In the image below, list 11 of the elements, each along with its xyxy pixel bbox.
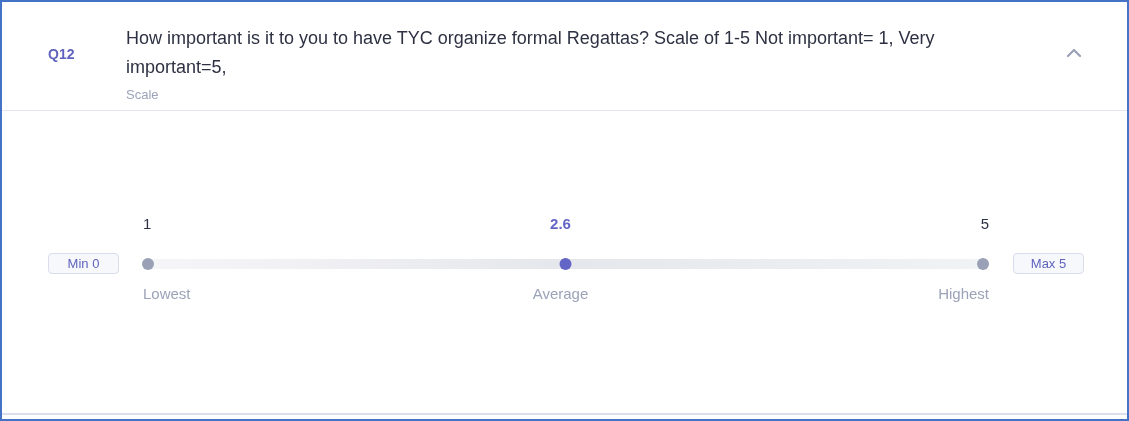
- max-badge: Max 5: [1013, 253, 1084, 274]
- data-label: 5: [980, 215, 989, 233]
- text: Scale: [126, 86, 159, 104]
- category-label: Average: [532, 285, 589, 303]
- min-badge: Min 0: [48, 253, 119, 274]
- data-label: 1: [143, 215, 152, 233]
- category-label: Lowest: [143, 285, 192, 303]
- data-label: 2.6: [550, 215, 571, 233]
- text: Q12: [48, 45, 75, 63]
- category-label: Highest: [938, 285, 990, 303]
- text: How important is it to you to have TYC organize formal Regattas? Scale of 1-5 Not important= 1, Very important=5,: [126, 27, 936, 79]
